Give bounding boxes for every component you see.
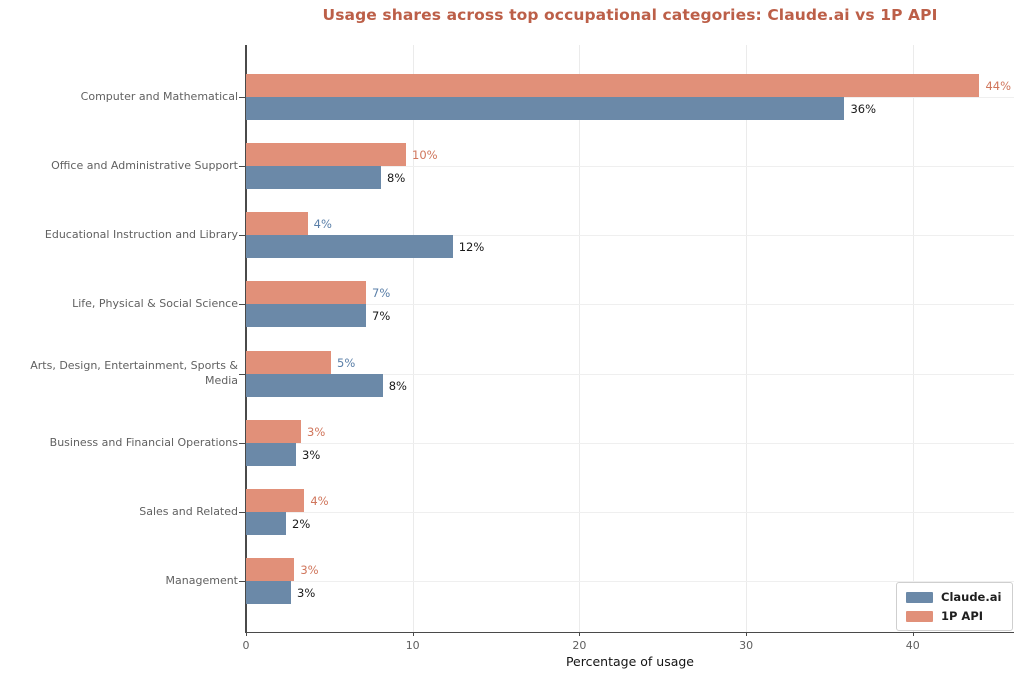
category-label: Computer and Mathematical xyxy=(80,89,238,103)
bar-1p-api xyxy=(246,212,308,235)
bar-value-label: 7% xyxy=(372,286,391,301)
category-label: Management xyxy=(165,574,238,588)
bar-claude-ai xyxy=(246,581,291,605)
bar-value-label: 4% xyxy=(313,217,332,231)
gridline-horizontal xyxy=(246,512,1014,513)
bar-1p-api xyxy=(246,73,980,97)
x-tick-label: 20 xyxy=(572,639,587,652)
bar-claude-ai xyxy=(246,512,286,535)
bar-1p-api xyxy=(246,142,407,166)
bar-claude-ai xyxy=(246,165,382,189)
y-axis-spine xyxy=(245,45,247,632)
gridline-horizontal xyxy=(246,373,1014,375)
bar-value-label: 44% xyxy=(985,78,1012,93)
bar-value-label: 5% xyxy=(337,355,356,370)
bar-1p-api xyxy=(246,558,295,582)
gridline-vertical xyxy=(912,45,914,632)
y-tick-mark xyxy=(239,96,245,98)
x-tick-label: 10 xyxy=(405,639,420,652)
bar-value-label: 4% xyxy=(310,494,329,508)
x-axis-label: Percentage of usage xyxy=(565,654,695,669)
bar-value-label: 3% xyxy=(302,447,321,462)
bar-claude-ai xyxy=(246,373,383,397)
gridline-vertical xyxy=(412,45,414,632)
bar-value-label: 2% xyxy=(292,517,311,531)
x-tick-label: 30 xyxy=(739,639,754,652)
bar-value-label: 8% xyxy=(387,170,406,185)
x-tick-mark xyxy=(246,632,247,636)
legend-item: Claude.ai xyxy=(906,590,1001,604)
chart-title: Usage shares across top occupational cat… xyxy=(322,6,938,24)
y-tick-mark xyxy=(239,235,245,236)
x-axis-spine xyxy=(245,631,1014,633)
bar-value-label: 8% xyxy=(388,378,407,393)
plot-area: 0 10 20 30 40 44% 36% 10% 8% 4% 12% 7% 7% 5% 8% 3% 3% 4% 2… xyxy=(239,45,1014,652)
x-tick-mark xyxy=(912,632,914,636)
y-tick-mark xyxy=(239,442,245,444)
legend: Claude.ai 1P API xyxy=(896,582,1014,631)
gridline-horizontal xyxy=(246,165,1014,167)
category-label: Office and Administrative Support xyxy=(51,158,238,172)
bar-value-label: 36% xyxy=(850,101,876,116)
category-label: Life, Physical & Social Science xyxy=(72,297,238,311)
category-label: Business and Financial Operations xyxy=(49,435,238,449)
gridline-horizontal xyxy=(246,235,1014,236)
x-tick-mark xyxy=(412,632,414,636)
legend-item: 1P API xyxy=(906,609,1001,623)
y-tick-mark xyxy=(239,165,245,167)
x-tick-label: 0 xyxy=(242,639,250,652)
legend-swatch xyxy=(906,610,933,622)
bar-value-label: 3% xyxy=(307,424,326,439)
bar-value-label: 3% xyxy=(300,563,319,578)
legend-label: 1P API xyxy=(941,609,984,623)
bar-1p-api xyxy=(246,419,301,443)
category-label: Arts, Design, Entertainment, Sports & Me… xyxy=(30,358,238,388)
bar-claude-ai xyxy=(246,96,845,120)
bar-claude-ai xyxy=(246,304,367,328)
x-tick-label: 40 xyxy=(905,639,920,652)
legend-swatch xyxy=(906,591,933,603)
bar-value-label: 12% xyxy=(458,240,485,254)
x-tick-mark xyxy=(579,632,581,636)
legend-label: Claude.ai xyxy=(941,590,1002,604)
bar-value-label: 3% xyxy=(297,586,316,601)
gridline-horizontal xyxy=(246,304,1014,306)
gridline-horizontal xyxy=(246,442,1014,444)
bar-value-label: 10% xyxy=(412,147,438,162)
gridline-vertical xyxy=(579,45,581,632)
bar-value-label: 7% xyxy=(372,309,391,324)
x-tick-mark xyxy=(746,632,748,636)
gridline-horizontal xyxy=(246,581,1014,583)
bar-1p-api xyxy=(246,281,367,305)
bar-claude-ai xyxy=(246,442,296,466)
gridline-vertical xyxy=(746,45,748,632)
y-tick-mark xyxy=(239,512,245,513)
category-label: Sales and Related xyxy=(139,505,238,519)
bar-claude-ai xyxy=(246,235,453,258)
y-tick-mark xyxy=(239,373,245,375)
category-label: Educational Instruction and Library xyxy=(44,228,238,242)
y-tick-mark xyxy=(239,304,245,306)
y-tick-mark xyxy=(239,581,245,583)
bar-1p-api xyxy=(246,489,305,512)
bar-1p-api xyxy=(246,350,332,374)
